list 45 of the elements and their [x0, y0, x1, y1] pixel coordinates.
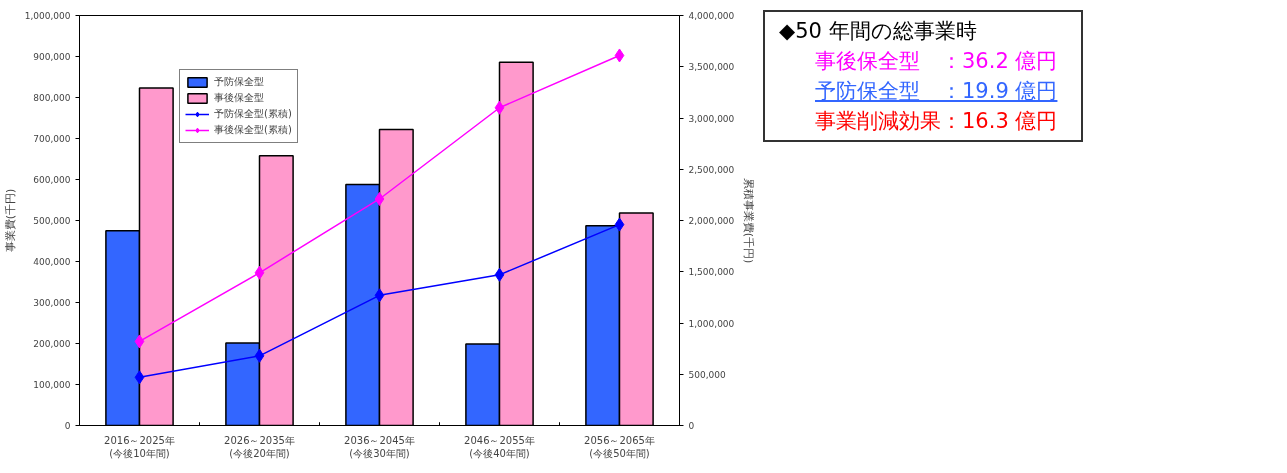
y2-tick-label: 3,000,000 — [688, 113, 735, 124]
y-tick-label: 200,000 — [33, 339, 71, 349]
legend-label: 事後保全型 — [214, 91, 264, 105]
y-tick-label: 800,000 — [33, 93, 71, 103]
point — [494, 267, 505, 282]
legend-label: 予防保全型(累積) — [214, 107, 292, 121]
x-tick-label: 2046～2055年 (今後40年間) — [464, 434, 535, 459]
y-tick-label: 700,000 — [33, 134, 71, 144]
y-tick-label: 300,000 — [33, 298, 71, 308]
y-tick-label: 400,000 — [33, 257, 71, 267]
point — [614, 217, 625, 232]
point — [254, 265, 265, 280]
y-tick-label: 500,000 — [33, 216, 71, 226]
x-tick-label: 2036～2045年 (今後30年間) — [344, 434, 415, 459]
y2-tick-label: 1,000,000 — [688, 318, 735, 329]
legend-label: 予防保全型 — [214, 75, 264, 89]
point — [374, 191, 385, 206]
y2-axis-title: 累積事業費(千円) — [742, 177, 756, 264]
y2-tick-label: 2,500,000 — [688, 164, 735, 175]
y-tick-label: 100,000 — [33, 380, 71, 390]
point — [374, 288, 385, 303]
x-tick-label: 2016～2025年 (今後10年間) — [104, 434, 175, 459]
point — [254, 348, 265, 363]
y2-tick-label: 2,000,000 — [688, 216, 735, 226]
y2-tick-label: 0 — [688, 421, 695, 431]
text: 予防保全型 ：19.9 億円 — [814, 78, 1059, 105]
x-tick-label: 2056～2065年 (今後50年間) — [584, 434, 655, 459]
point — [614, 48, 625, 63]
y2-tick-label: 4,000,000 — [688, 11, 735, 21]
y-tick-label: 0 — [64, 421, 71, 431]
point — [134, 334, 145, 349]
text: 事業削減効果：16.3 億円 — [814, 108, 1059, 135]
point — [134, 370, 145, 385]
legend-label: 事後保全型(累積) — [214, 123, 292, 137]
y-tick-label: 1,000,000 — [24, 11, 71, 21]
y2-tick-label: 3,500,000 — [688, 62, 735, 73]
point — [494, 100, 505, 115]
y2-tick-label: 1,500,000 — [688, 267, 735, 278]
text: ◆50 年間の総事業時 — [779, 18, 978, 45]
x-tick-label: 2026～2035年 (今後20年間) — [224, 434, 295, 459]
y-tick-label: 600,000 — [33, 175, 71, 185]
y-tick-label: 900,000 — [33, 52, 71, 62]
y2-tick-label: 500,000 — [688, 369, 726, 380]
text: 事後保全型 ：36.2 億円 — [814, 48, 1059, 75]
y-axis-title: 事業費(千円) — [3, 188, 17, 253]
